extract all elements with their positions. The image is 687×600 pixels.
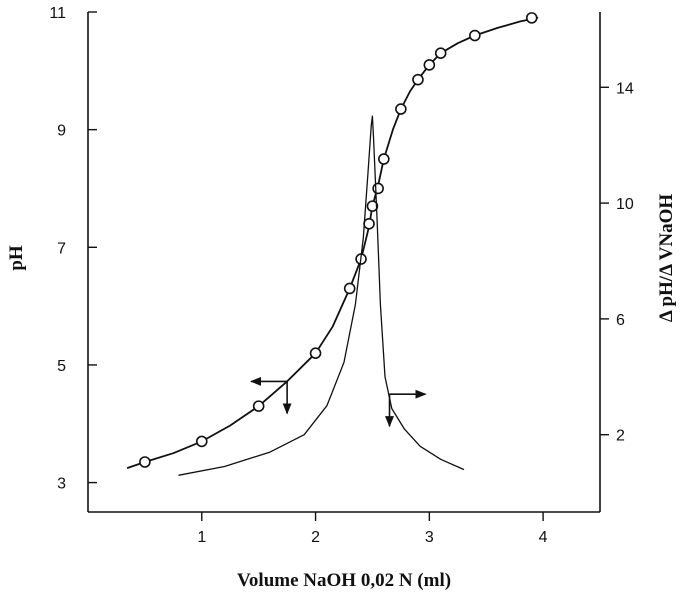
y-tick-label: 7	[57, 240, 66, 257]
ph-data-point	[525, 12, 538, 24]
y2-tick-label: 10	[616, 196, 634, 213]
y-tick-label: 9	[57, 123, 66, 140]
ph-data-point	[363, 217, 375, 230]
right-y-axis-title: Δ pH/Δ VNaOH	[656, 194, 677, 323]
annotation-layer	[249, 376, 427, 428]
x-tick-label: 4	[539, 529, 548, 546]
x-axis-title: Volume NaOH 0,02 N (ml)	[237, 570, 451, 591]
ph-data-point	[139, 456, 151, 468]
x-tick-label: 3	[425, 529, 434, 546]
ph-data-point	[372, 182, 384, 195]
ph-data-point	[343, 282, 356, 295]
derivative-series-line	[178, 115, 465, 476]
y-tick-label: 11	[49, 5, 66, 22]
left-y-ticks: 3 5 7 9 11	[49, 5, 97, 493]
ph-data-point	[469, 29, 481, 42]
y2-tick-label: 2	[616, 428, 625, 445]
ph-data-point	[423, 59, 436, 71]
y-tick-label: 5	[57, 358, 66, 375]
y2-tick-label: 14	[616, 80, 634, 97]
ph-data-point	[412, 73, 424, 86]
right-y-ticks: 2 6 10 14	[600, 80, 634, 445]
x-ticks: 1 2 3 4	[197, 512, 548, 546]
ph-data-point	[434, 47, 447, 59]
x-tick-label: 2	[311, 529, 320, 546]
ph-data-point	[252, 400, 265, 412]
plot-frame	[87, 12, 601, 513]
ph-data-point	[195, 435, 208, 448]
x-tick-label: 1	[197, 529, 206, 546]
ph-data-point	[309, 347, 322, 359]
ph-data-point	[395, 103, 407, 115]
ph-series-line	[126, 17, 539, 469]
y2-tick-label: 6	[616, 312, 625, 329]
left-y-axis-title: pH	[6, 245, 27, 271]
ph-data-point	[378, 153, 390, 165]
y-tick-label: 3	[57, 476, 66, 493]
series-layer	[126, 12, 539, 476]
ph-data-point	[366, 200, 379, 212]
